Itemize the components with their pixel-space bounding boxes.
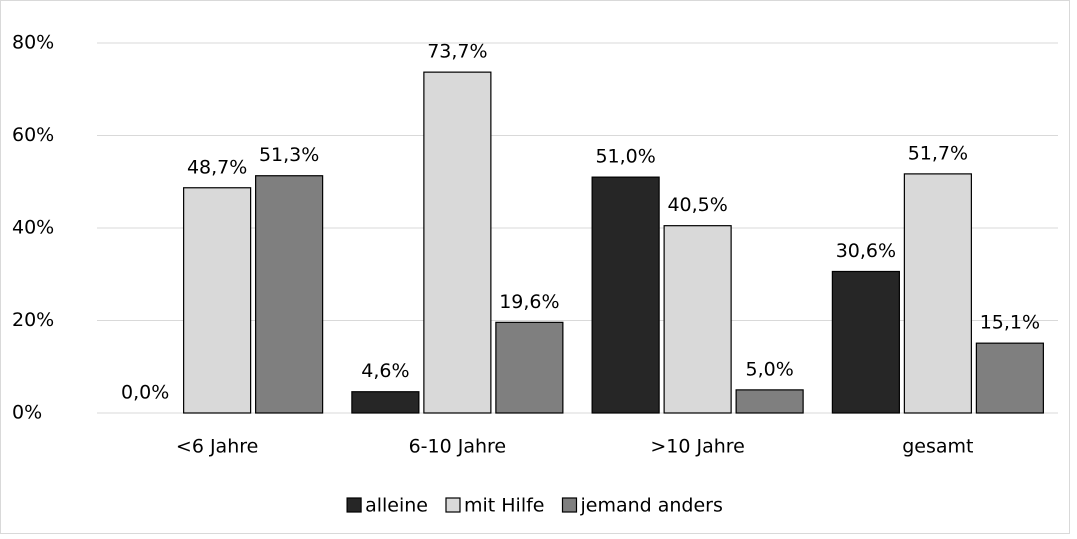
value-label: 73,7%: [427, 41, 487, 63]
value-label: 15,1%: [980, 312, 1040, 334]
value-label: 51,3%: [259, 144, 319, 166]
legend-label: jemand anders: [579, 495, 722, 517]
value-label: 40,5%: [667, 194, 727, 216]
value-label: 4,6%: [361, 360, 409, 382]
value-label: 0,0%: [121, 382, 169, 404]
legend-label: alleine: [365, 495, 428, 517]
y-tick-label: 20%: [12, 309, 54, 331]
legend-swatch: [346, 497, 362, 513]
x-tick-label: gesamt: [902, 436, 973, 458]
y-tick-label: 40%: [12, 217, 54, 239]
value-label: 48,7%: [187, 156, 247, 178]
legend-swatch: [445, 497, 461, 513]
legend-swatch: [561, 497, 578, 513]
bar: [255, 175, 324, 414]
y-tick-label: 80%: [12, 32, 54, 54]
bar: [903, 173, 972, 414]
bar: [183, 187, 252, 414]
bar: [831, 270, 900, 414]
legend-label: mit Hilfe: [464, 495, 545, 517]
bar: [663, 225, 732, 414]
bar: [351, 391, 420, 414]
value-label: 19,6%: [499, 291, 559, 313]
bar: [975, 342, 1044, 414]
bar: [735, 389, 804, 414]
x-tick-label: <6 Jahre: [176, 436, 258, 458]
value-label: 5,0%: [745, 358, 793, 380]
bar: [495, 321, 564, 414]
value-label: 51,0%: [595, 146, 655, 168]
bar: [423, 71, 492, 414]
value-label: 30,6%: [836, 240, 896, 262]
value-label: 51,7%: [908, 142, 968, 164]
y-tick-label: 0%: [12, 402, 42, 424]
bar: [591, 176, 660, 414]
x-tick-label: 6-10 Jahre: [409, 436, 507, 458]
x-tick-label: >10 Jahre: [650, 436, 745, 458]
y-tick-label: 60%: [12, 124, 54, 146]
